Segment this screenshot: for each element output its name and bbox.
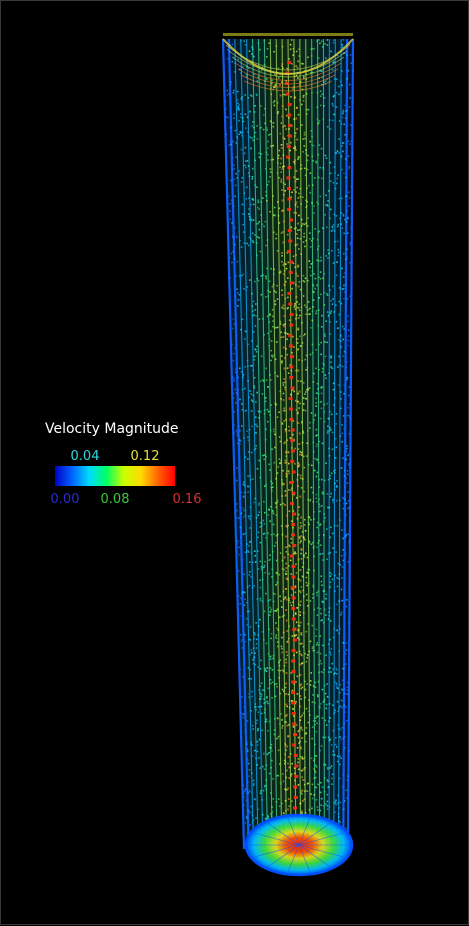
legend-tick-0.16: 0.16 <box>173 492 202 507</box>
legend-tick-0.12: 0.12 <box>131 449 160 464</box>
legend-tick-0.00: 0.00 <box>51 492 80 507</box>
legend-colorbar <box>55 466 175 486</box>
legend-title: Velocity Magnitude <box>45 421 179 437</box>
color-legend: Velocity Magnitude 0.04 0.12 0.00 0.08 0… <box>41 421 201 511</box>
legend-tick-0.04: 0.04 <box>71 449 100 464</box>
legend-tick-0.08: 0.08 <box>101 492 130 507</box>
